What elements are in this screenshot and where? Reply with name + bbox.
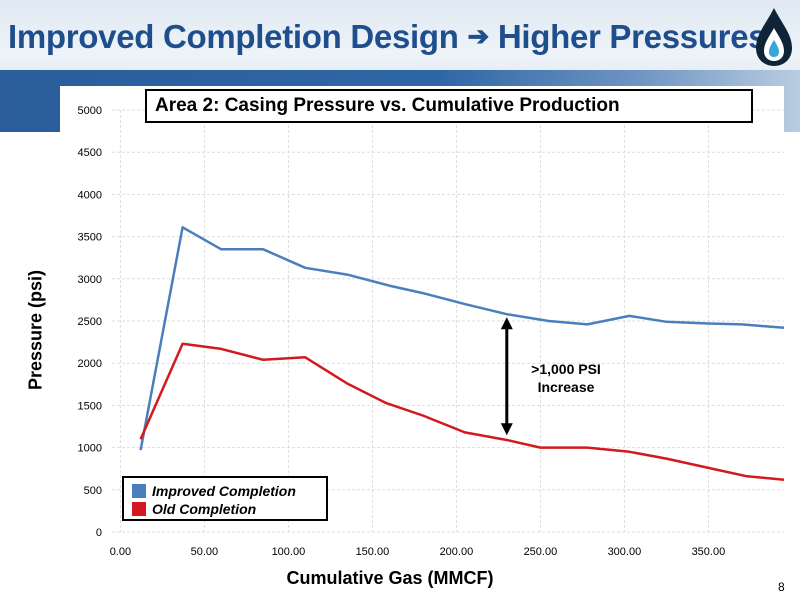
series-layer (139, 226, 785, 481)
title-arrow-icon: ➔ (467, 21, 489, 51)
x-tick-label: 50.00 (191, 546, 219, 558)
y-tick-label: 4500 (78, 147, 102, 159)
legend-label-improved: Improved Completion (152, 483, 296, 499)
y-tick-label: 1000 (78, 443, 102, 455)
y-tick-label: 5000 (78, 105, 102, 117)
tick-layer: 0 500 1000 1500 2000 2500 3000 3500 4000 4500 5000… (78, 105, 726, 558)
legend-item-improved: Improved Completion (132, 483, 296, 501)
x-tick-label: 250.00 (524, 546, 558, 558)
chart-legend: Improved Completion Old Completion (122, 476, 328, 521)
annotation-arrow-head-top (500, 317, 513, 330)
slide-number: 8 (778, 580, 785, 594)
legend-swatch-old (132, 502, 146, 516)
x-tick-label: 300.00 (608, 546, 642, 558)
grid-layer (112, 109, 784, 533)
y-axis-label: Pressure (psi) (25, 269, 46, 391)
x-axis-label: Cumulative Gas (MMCF) (286, 568, 494, 588)
slide-title-left: Improved Completion Design (8, 18, 459, 55)
chart-title: Area 2: Casing Pressure vs. Cumulative P… (145, 89, 753, 123)
x-tick-label: 100.00 (272, 546, 306, 558)
annotation-line-2: Increase (537, 379, 595, 395)
series-line-old (139, 342, 785, 481)
slide-title-right: Higher Pressures (497, 18, 767, 55)
y-tick-label: 3500 (78, 232, 102, 244)
y-tick-label: 2500 (78, 316, 102, 328)
pressure-increase-annotation: >1,000 PSI Increase (516, 360, 616, 396)
legend-item-old: Old Completion (132, 501, 256, 519)
x-tick-label: 350.00 (692, 546, 726, 558)
x-tick-label: 200.00 (440, 546, 474, 558)
y-tick-label: 4000 (78, 189, 102, 201)
series-line-improved (139, 226, 785, 451)
y-tick-label: 0 (96, 527, 102, 539)
flame-logo-icon (756, 8, 792, 66)
legend-swatch-improved (132, 484, 146, 498)
annotation-layer (500, 317, 513, 436)
y-tick-label: 3000 (78, 274, 102, 286)
slide-title: Improved Completion Design ➔ Higher Pres… (8, 18, 767, 56)
x-tick-label: 150.00 (356, 546, 390, 558)
legend-label-old: Old Completion (152, 501, 257, 517)
y-tick-label: 2000 (78, 358, 102, 370)
y-tick-label: 1500 (78, 400, 102, 412)
annotation-arrow-head-bottom (500, 423, 513, 436)
x-tick-label: 0.00 (110, 546, 131, 558)
y-tick-label: 500 (84, 485, 102, 497)
annotation-line-1: >1,000 PSI (531, 361, 601, 377)
